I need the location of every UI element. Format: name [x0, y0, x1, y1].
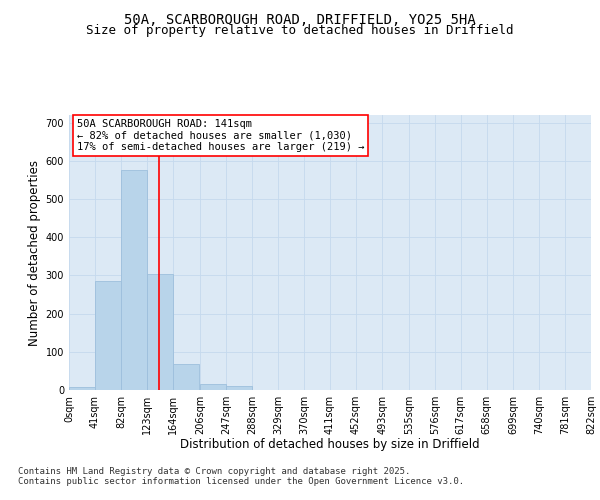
Bar [226, 386, 251, 390]
Y-axis label: Number of detached properties: Number of detached properties [28, 160, 41, 346]
Bar [69, 387, 95, 390]
Text: Contains public sector information licensed under the Open Government Licence v3: Contains public sector information licen… [18, 477, 464, 486]
Bar [200, 384, 226, 390]
X-axis label: Distribution of detached houses by size in Driffield: Distribution of detached houses by size … [180, 438, 480, 452]
Text: Size of property relative to detached houses in Driffield: Size of property relative to detached ho… [86, 24, 514, 37]
Text: 50A, SCARBOROUGH ROAD, DRIFFIELD, YO25 5HA: 50A, SCARBOROUGH ROAD, DRIFFIELD, YO25 5… [124, 12, 476, 26]
Text: Contains HM Land Registry data © Crown copyright and database right 2025.: Contains HM Land Registry data © Crown c… [18, 467, 410, 476]
Text: 50A SCARBOROUGH ROAD: 141sqm
← 82% of detached houses are smaller (1,030)
17% of: 50A SCARBOROUGH ROAD: 141sqm ← 82% of de… [77, 119, 364, 152]
Bar [95, 281, 121, 390]
Bar [173, 364, 199, 390]
Bar [121, 170, 147, 390]
Bar [148, 274, 173, 390]
